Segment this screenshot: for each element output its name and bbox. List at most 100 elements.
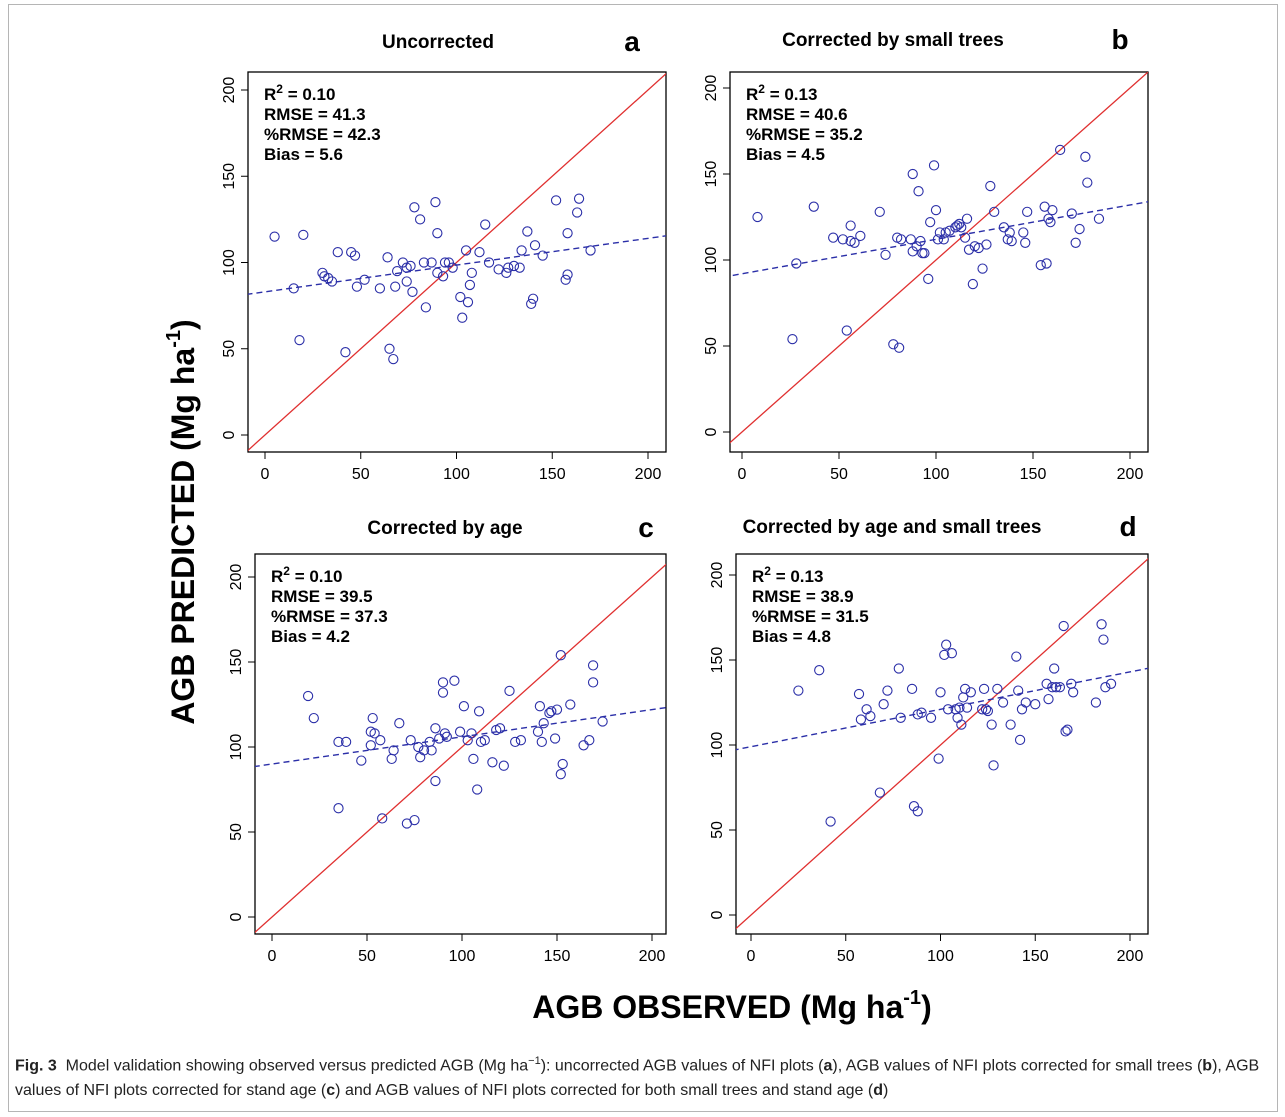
panel-a-letter: a <box>624 26 640 57</box>
data-point <box>1058 620 1069 632</box>
data-point <box>375 735 386 746</box>
y-tick-label-c-100: 100 <box>228 734 245 761</box>
data-point <box>388 353 399 365</box>
data-point <box>413 741 424 753</box>
data-point <box>977 263 988 274</box>
data-point <box>472 784 483 795</box>
stat-b-0: R2 = 0.13 <box>746 82 817 104</box>
data-point <box>457 312 468 323</box>
caption-sup: −1 <box>528 1055 541 1067</box>
caption-label: Fig. 3 <box>15 1057 57 1075</box>
data-point <box>935 687 946 698</box>
y-tick-label-a-0: 0 <box>221 430 238 439</box>
data-point <box>1022 206 1033 217</box>
data-point <box>474 246 485 258</box>
data-point <box>956 222 967 233</box>
y-tick-label-b-50: 50 <box>703 337 720 355</box>
data-point <box>537 250 548 261</box>
data-point <box>462 297 474 308</box>
caption-text-1: Model validation showing observed versus… <box>65 1057 529 1075</box>
data-point <box>849 237 860 248</box>
data-point <box>1068 687 1079 698</box>
data-point <box>405 735 416 746</box>
data-point <box>522 226 533 237</box>
data-point <box>415 752 426 763</box>
data-point <box>377 813 388 824</box>
data-point <box>510 736 521 748</box>
data-point <box>997 697 1009 708</box>
data-point <box>449 675 460 686</box>
data-point <box>346 246 357 258</box>
data-point <box>359 274 370 285</box>
x-tick-label-c-200: 200 <box>639 948 666 965</box>
data-point <box>978 683 990 695</box>
caption-text-2: ): uncorrected AGB values of NFI plots ( <box>540 1057 824 1075</box>
data-point <box>1060 726 1071 737</box>
panel-c: Corrected by age c 0 50 100 150 200 0 50 100 150 20… <box>228 512 667 965</box>
data-point <box>426 745 437 756</box>
identity-line-b <box>730 72 1148 444</box>
data-point <box>1050 682 1062 693</box>
data-point <box>1082 177 1093 188</box>
y-tick-label-d-200: 200 <box>709 562 726 589</box>
x-axis-label: AGB OBSERVED (Mg ha-1) <box>532 987 931 1025</box>
stat-d-0: R2 = 0.13 <box>752 564 823 586</box>
data-point <box>587 677 599 688</box>
data-point <box>950 222 961 233</box>
stat-c-0: R2 = 0.10 <box>271 564 342 586</box>
data-point <box>407 286 418 297</box>
data-point <box>787 333 798 345</box>
stat-b-3: Bias = 4.5 <box>746 145 825 164</box>
panel-a: Uncorrected a 0 50 100 150 200 0 50 100 150 200 R2 =… <box>221 26 667 483</box>
stat-a-2: %RMSE = 42.3 <box>264 125 381 144</box>
y-tick-label-b-150: 150 <box>703 161 720 188</box>
panel-b-plot-area <box>730 72 1148 444</box>
data-point <box>454 726 466 737</box>
data-point <box>473 706 485 717</box>
data-point <box>874 787 886 798</box>
data-point <box>855 230 866 242</box>
data-point <box>1014 734 1026 746</box>
y-tick-label-d-150: 150 <box>709 647 726 674</box>
panel-c-letter: c <box>638 512 654 543</box>
panel-b-frame <box>729 71 1149 453</box>
data-point <box>367 712 378 724</box>
panel-a-title: Uncorrected <box>382 32 494 53</box>
data-point <box>1098 634 1109 645</box>
data-point <box>340 347 351 358</box>
data-point <box>814 665 825 676</box>
data-point <box>981 239 992 250</box>
x-tick-label-c-50: 50 <box>358 948 376 965</box>
data-point <box>1074 223 1085 235</box>
data-point <box>351 281 363 292</box>
data-point <box>536 736 547 748</box>
identity-line-c <box>255 563 666 934</box>
data-point <box>989 206 1000 217</box>
data-point <box>332 246 343 258</box>
data-point <box>916 707 927 718</box>
data-point <box>483 257 495 268</box>
data-point <box>939 649 950 661</box>
data-point <box>1011 651 1022 662</box>
y-axis-label: AGB PREDICTED (Mg ha-1) <box>163 319 201 724</box>
data-point <box>825 816 836 827</box>
data-point <box>752 211 763 223</box>
data-point <box>382 252 393 263</box>
data-point <box>908 801 920 812</box>
x-tick-label-c-150: 150 <box>544 948 571 965</box>
data-point <box>917 247 928 259</box>
data-point <box>529 240 541 251</box>
data-point <box>853 688 865 700</box>
data-point <box>515 735 527 746</box>
data-point <box>365 740 376 751</box>
x-tick-label-a-50: 50 <box>352 466 370 483</box>
data-point <box>793 685 804 696</box>
regression-line-b <box>730 201 1148 277</box>
data-point <box>514 262 525 273</box>
data-point <box>462 735 473 746</box>
data-point <box>437 677 449 688</box>
data-point <box>333 803 344 814</box>
stat-b-1: RMSE = 40.6 <box>746 105 848 124</box>
data-point <box>555 769 566 780</box>
x-tick-label-d-100: 100 <box>927 948 954 965</box>
